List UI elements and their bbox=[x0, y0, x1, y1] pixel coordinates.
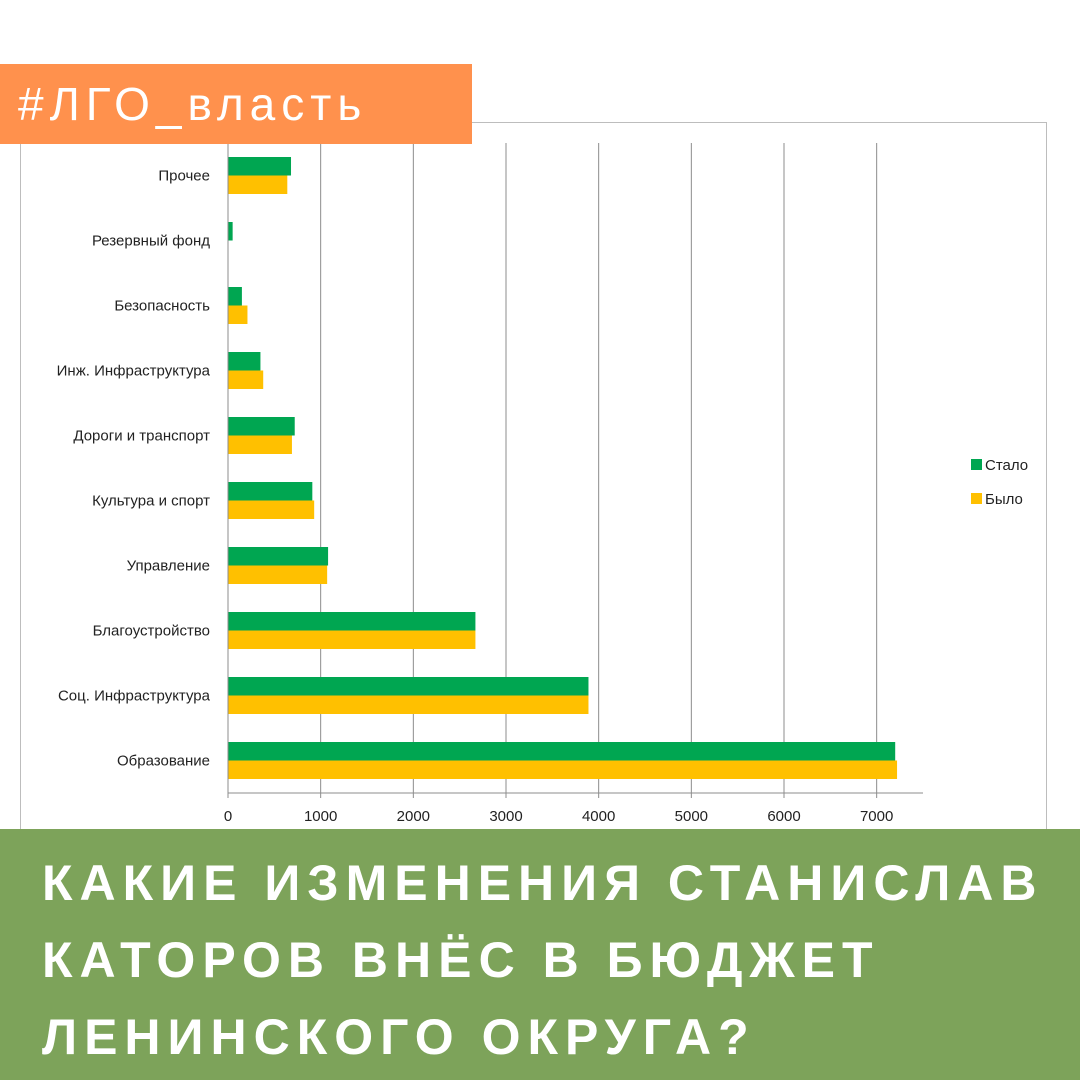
bar-stalo bbox=[228, 352, 261, 371]
bar-stalo bbox=[228, 677, 589, 696]
x-tick-label: 7000 bbox=[860, 808, 893, 825]
x-tick-label: 1000 bbox=[304, 808, 337, 825]
category-label: Образование bbox=[117, 753, 210, 770]
bar-bylo bbox=[228, 695, 589, 714]
bar-bylo bbox=[228, 435, 292, 454]
legend-swatch bbox=[971, 493, 982, 504]
category-label: Управление bbox=[127, 558, 210, 575]
x-tick-label: 2000 bbox=[397, 808, 430, 825]
category-label: Инж. Инфраструктура bbox=[57, 363, 211, 380]
bar-bylo bbox=[228, 175, 288, 194]
category-label: Резервный фонд bbox=[92, 233, 210, 250]
bar-stalo bbox=[228, 417, 295, 436]
headline-banner: КАКИЕ ИЗМЕНЕНИЯ СТАНИСЛАВ КАТОРОВ ВНЁС В… bbox=[0, 829, 1080, 1080]
bar-stalo bbox=[228, 157, 292, 176]
bar-bylo bbox=[228, 305, 248, 324]
x-tick-label: 3000 bbox=[489, 808, 522, 825]
category-label: Прочее bbox=[158, 168, 210, 185]
bar-stalo bbox=[228, 742, 896, 761]
headline-line-2: КАТОРОВ ВНЁС В БЮДЖЕТ bbox=[42, 932, 880, 988]
bar-stalo bbox=[228, 222, 233, 241]
hashtag-label: #ЛГО_власть bbox=[0, 64, 472, 144]
category-label: Безопасность bbox=[114, 298, 210, 315]
category-label: Культура и спорт bbox=[92, 493, 210, 510]
legend-label: Стало bbox=[985, 457, 1028, 474]
category-label: Дороги и транспорт bbox=[73, 428, 210, 445]
bar-bylo bbox=[228, 500, 315, 519]
legend-label: Было bbox=[985, 491, 1023, 508]
bar-stalo bbox=[228, 482, 313, 501]
budget-bar-chart: Прочее Резервный фонд Безопасность Инж. Инф… bbox=[57, 143, 1028, 825]
x-tick-label: 0 bbox=[224, 808, 232, 825]
headline-line-1: КАКИЕ ИЗМЕНЕНИЯ СТАНИСЛАВ bbox=[42, 855, 1044, 911]
legend-swatch bbox=[971, 459, 982, 470]
chart-frame: Прочее Резервный фонд Безопасность Инж. Инф… bbox=[20, 122, 1047, 834]
bar-stalo bbox=[228, 612, 476, 631]
bar-stalo bbox=[228, 547, 329, 566]
bar-bylo bbox=[228, 565, 328, 584]
hashtag-text: #ЛГО_власть bbox=[18, 78, 368, 130]
x-tick-label: 6000 bbox=[767, 808, 800, 825]
category-label: Благоустройство bbox=[93, 623, 210, 640]
bar-bylo bbox=[228, 630, 476, 649]
bar-bylo bbox=[228, 370, 264, 389]
bar-stalo bbox=[228, 287, 242, 306]
x-tick-label: 4000 bbox=[582, 808, 615, 825]
x-tick-label: 5000 bbox=[675, 808, 708, 825]
headline-line-3: ЛЕНИНСКОГО ОКРУГА? bbox=[42, 1009, 756, 1065]
category-label: Соц. Инфраструктура bbox=[58, 688, 211, 705]
bar-bylo bbox=[228, 760, 898, 779]
